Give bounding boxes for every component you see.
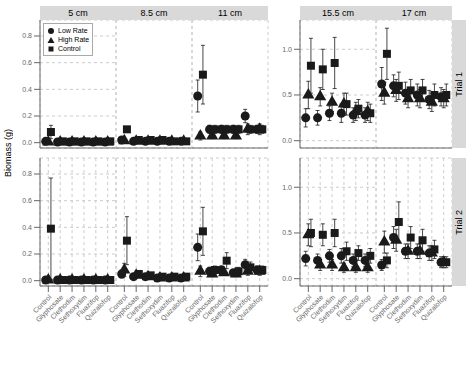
svg-text:Sethoxydim: Sethoxydim: [317, 293, 349, 325]
html-text:Low Rate: Low Rate: [58, 27, 88, 34]
svg-text:0.6: 0.6: [22, 59, 32, 66]
svg-text:0.8: 0.8: [22, 170, 32, 177]
svg-text:Sethoxydim: Sethoxydim: [57, 293, 89, 325]
svg-text:0.4: 0.4: [22, 86, 32, 93]
svg-text:Quizalofop: Quizalofop: [343, 293, 372, 322]
svg-text:Fluazifop: Fluazifop: [335, 293, 360, 319]
svg-text:0.8: 0.8: [22, 32, 32, 39]
svg-text:0.0: 0.0: [22, 277, 32, 284]
html-text:11 cm: 11 cm: [218, 8, 242, 18]
html-text:Biomass (g): Biomass (g): [3, 129, 13, 177]
html-text:8.5 cm: 8.5 cm: [140, 8, 168, 18]
svg-text:Control: Control: [183, 293, 205, 315]
svg-text:Clethodim: Clethodim: [385, 293, 413, 321]
svg-text:Fluazifop: Fluazifop: [75, 293, 100, 319]
svg-text:Control: Control: [31, 293, 53, 315]
svg-text:Quizalofop: Quizalofop: [235, 293, 264, 322]
svg-text:1.0: 1.0: [282, 46, 292, 53]
svg-text:1.0: 1.0: [282, 184, 292, 191]
html-text:17 cm: 17 cm: [401, 8, 427, 18]
svg-text:Fluazifop: Fluazifop: [411, 293, 436, 319]
svg-text:Clethodim: Clethodim: [49, 293, 77, 321]
svg-text:Sethoxydim: Sethoxydim: [393, 293, 425, 325]
svg-text:0.2: 0.2: [22, 250, 32, 257]
html-text:Control: Control: [58, 45, 81, 52]
svg-text:Sethoxydim: Sethoxydim: [209, 293, 241, 325]
svg-text:Clethodim: Clethodim: [201, 293, 229, 321]
svg-text:0.0: 0.0: [22, 139, 32, 146]
svg-text:Glyphosate: Glyphosate: [34, 293, 65, 324]
svg-text:Control: Control: [107, 293, 129, 315]
svg-text:0.5: 0.5: [282, 229, 292, 236]
svg-text:0.2: 0.2: [22, 112, 32, 119]
svg-text:0.0: 0.0: [282, 275, 292, 282]
svg-text:Control: Control: [291, 293, 313, 315]
svg-text:Clethodim: Clethodim: [309, 293, 337, 321]
svg-text:Clethodim: Clethodim: [125, 293, 153, 321]
svg-text:Quizalofop: Quizalofop: [83, 293, 112, 322]
svg-text:Glyphosate: Glyphosate: [110, 293, 141, 324]
svg-text:Fluazifop: Fluazifop: [227, 293, 252, 319]
svg-text:Glyphosate: Glyphosate: [186, 293, 217, 324]
html-text:High Rate: High Rate: [58, 36, 90, 43]
svg-text:0.6: 0.6: [22, 197, 32, 204]
svg-text:0.0: 0.0: [282, 137, 292, 144]
svg-text:Quizalofop: Quizalofop: [419, 293, 448, 322]
html-text:5 cm: 5 cm: [68, 8, 88, 18]
html-text:Trial 1: Trial 1: [454, 71, 464, 97]
svg-text:Glyphosate: Glyphosate: [370, 293, 401, 324]
html-text:Trial 2: Trial 2: [454, 209, 464, 235]
svg-text:Sethoxydim: Sethoxydim: [133, 293, 165, 325]
svg-text:Glyphosate: Glyphosate: [294, 293, 325, 324]
svg-text:Quizalofop: Quizalofop: [159, 293, 188, 322]
html-text:15.5 cm: 15.5 cm: [322, 8, 354, 18]
svg-text:Control: Control: [367, 293, 389, 315]
svg-text:0.4: 0.4: [22, 224, 32, 231]
svg-text:0.5: 0.5: [282, 91, 292, 98]
svg-text:Fluazifop: Fluazifop: [151, 293, 176, 319]
